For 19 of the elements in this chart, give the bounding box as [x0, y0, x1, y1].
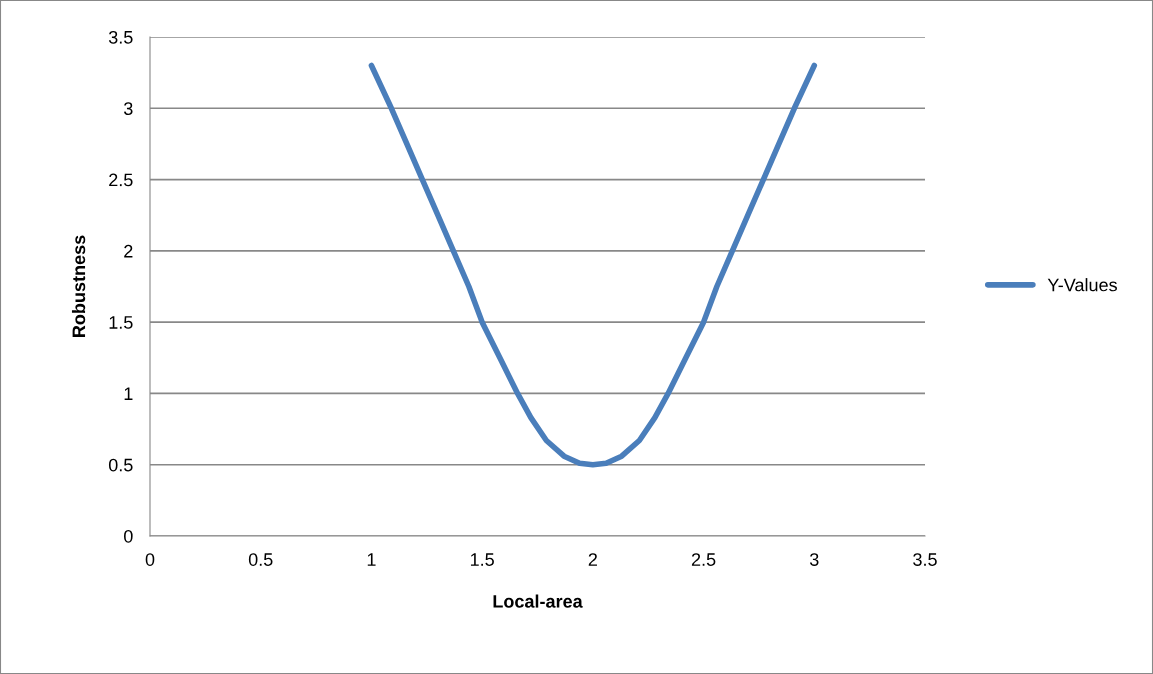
x-tick-label: 2.5 [691, 553, 716, 566]
y-tick-label: 2 [124, 244, 133, 258]
y-tick-label: 3.5 [108, 30, 133, 44]
x-tick-label: 0 [145, 553, 155, 566]
x-tick-label: 3 [809, 553, 819, 566]
y-tick-label: 1 [124, 387, 133, 400]
y-tick-label: 3 [123, 102, 133, 116]
x-tick-label: 1 [367, 553, 376, 566]
x-tick-label: 2 [588, 553, 597, 566]
y-tick-label: 1.5 [109, 316, 133, 329]
x-tick-label: 1.5 [470, 553, 494, 566]
y-tick-label: 0.5 [108, 458, 133, 472]
y-tick-label: 2.5 [109, 173, 133, 187]
x-axis-title: Local-area [493, 594, 583, 608]
x-tick-label: 3.5 [913, 553, 937, 566]
y-axis-title: Robustness [71, 235, 86, 337]
y-tick-label: 0 [124, 529, 133, 543]
legend-label: Y-Values [1047, 278, 1117, 292]
x-tick-label: 0.5 [248, 553, 273, 566]
